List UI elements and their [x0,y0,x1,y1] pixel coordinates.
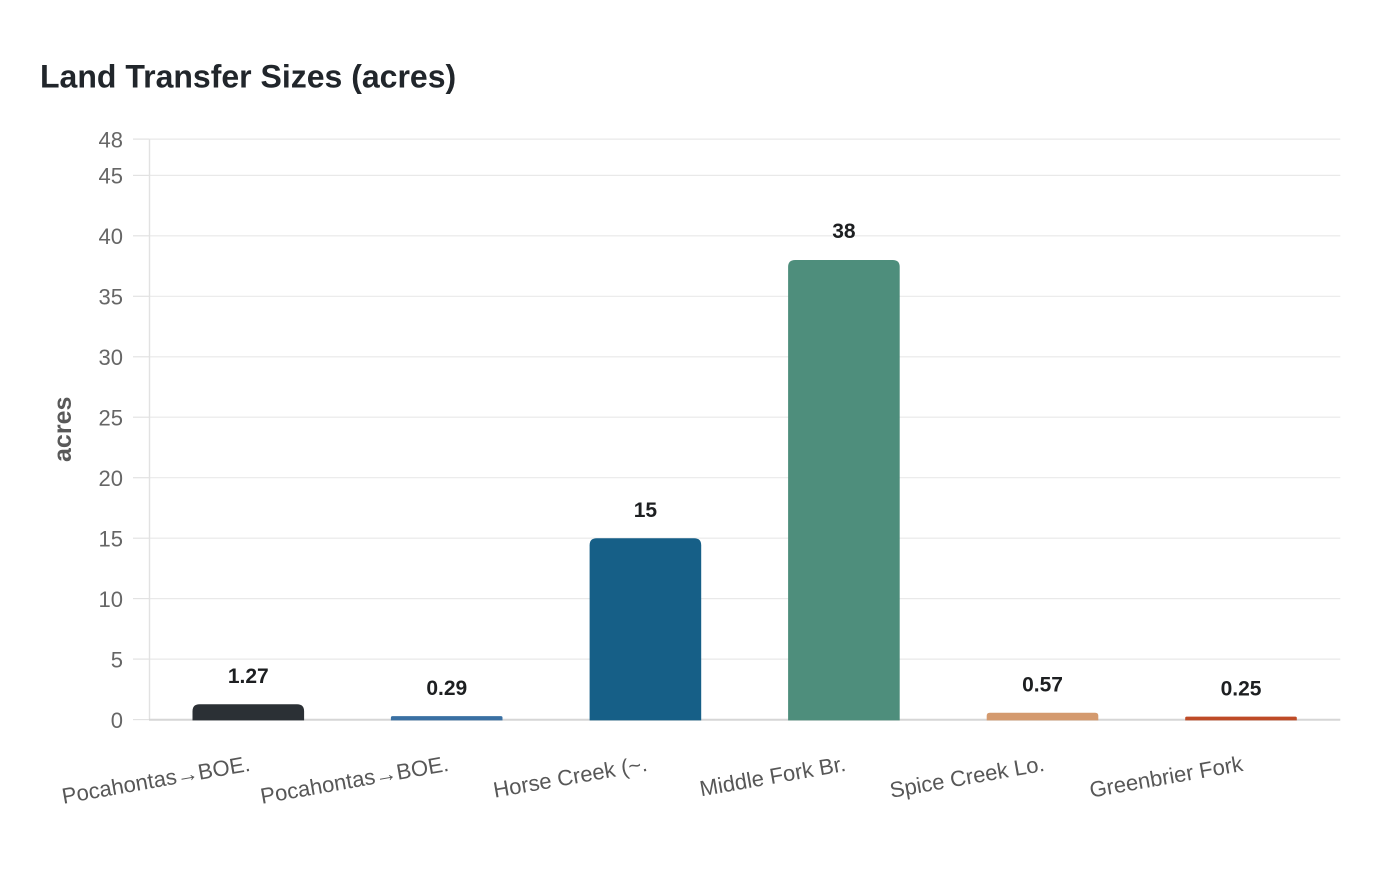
svg-text:30: 30 [99,345,123,370]
svg-text:0.57: 0.57 [1022,674,1063,697]
svg-text:0: 0 [111,708,123,733]
svg-text:0.29: 0.29 [426,677,467,700]
svg-text:15: 15 [99,527,123,552]
svg-text:acres: acres [49,397,77,462]
svg-text:10: 10 [99,587,123,612]
svg-text:38: 38 [832,220,856,243]
svg-text:5: 5 [111,647,123,672]
svg-text:20: 20 [99,466,123,491]
svg-text:15: 15 [634,499,658,522]
svg-text:45: 45 [99,164,123,189]
svg-text:Land Transfer Sizes (acres): Land Transfer Sizes (acres) [40,59,456,95]
svg-text:48: 48 [99,127,123,152]
svg-text:25: 25 [99,406,123,431]
svg-text:1.27: 1.27 [228,665,269,688]
svg-text:35: 35 [99,285,123,310]
svg-text:40: 40 [99,224,123,249]
svg-text:0.25: 0.25 [1221,678,1262,701]
